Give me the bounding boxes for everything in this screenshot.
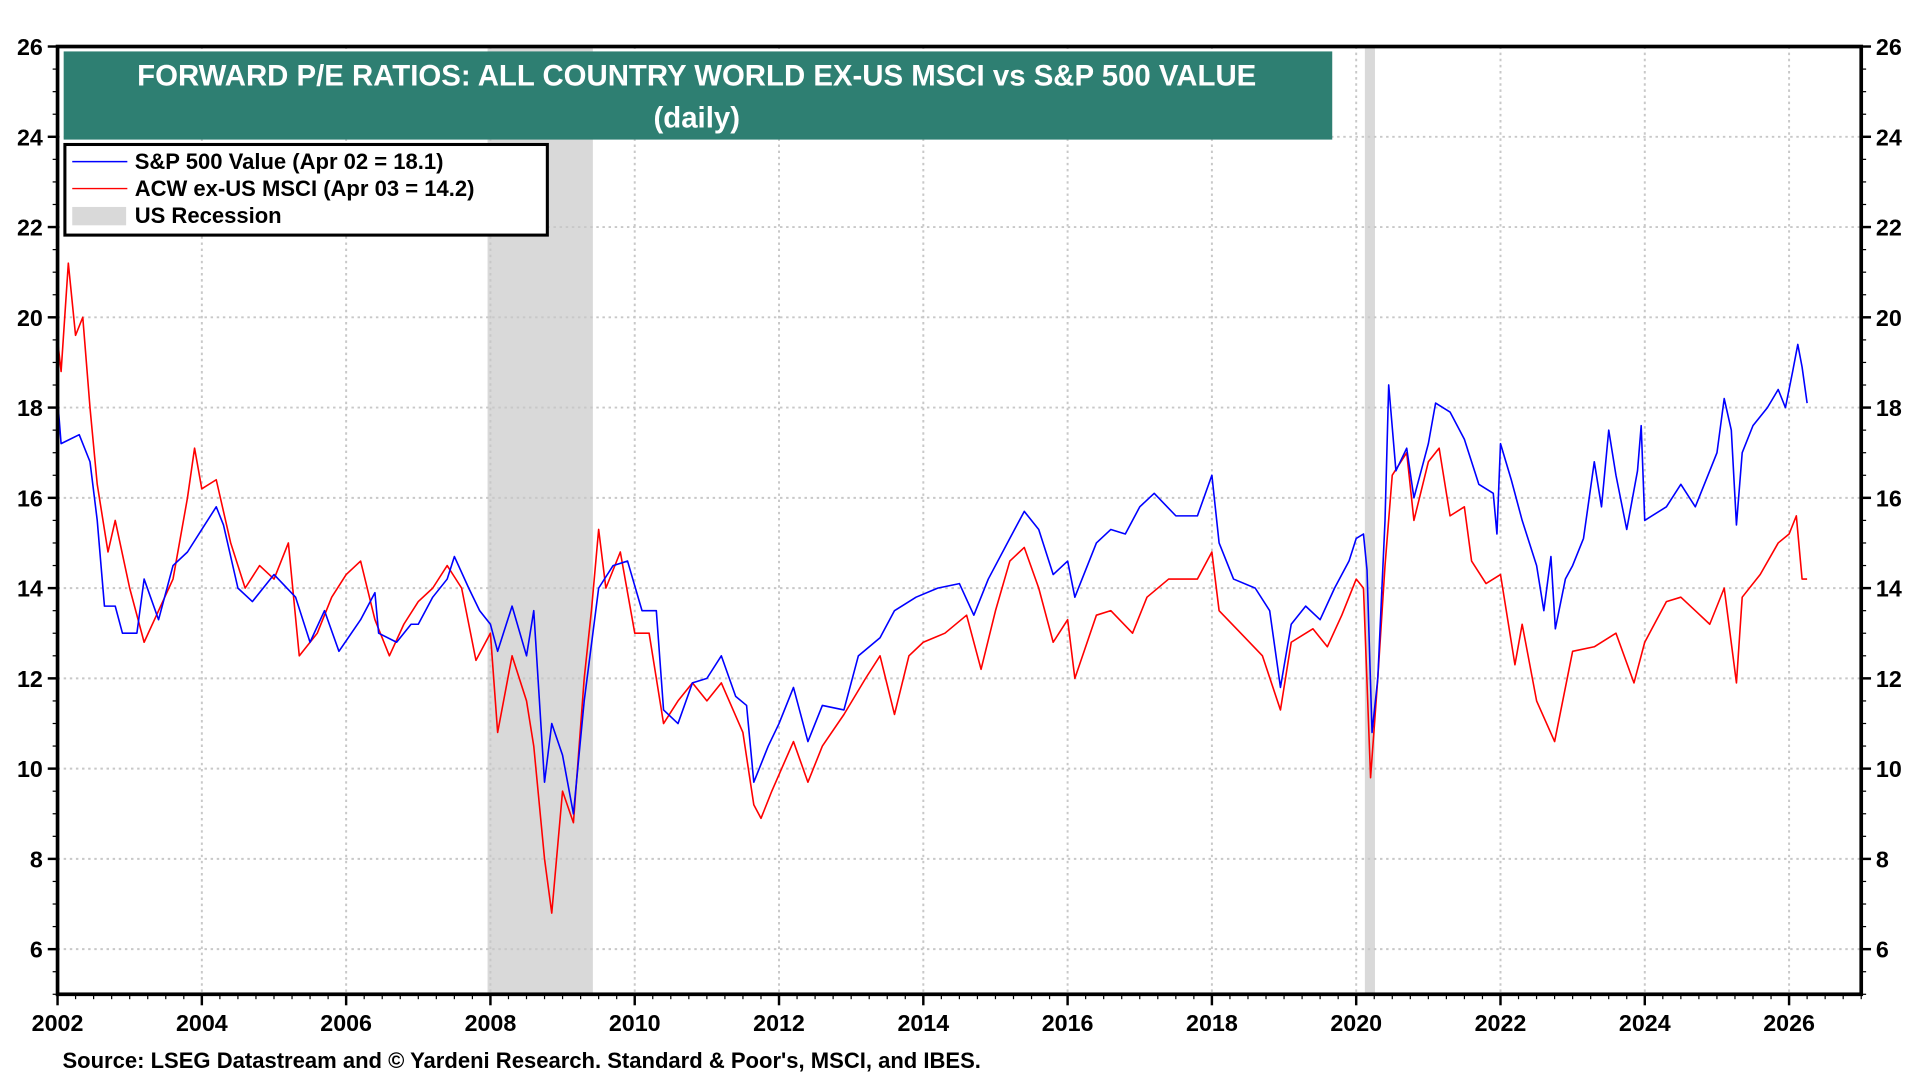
- legend-label-acw-ex-us: ACW ex-US MSCI (Apr 03 = 14.2): [135, 176, 475, 201]
- chart-subtitle: (daily): [653, 101, 740, 134]
- series-line-acw-ex-us: [56, 262, 1808, 914]
- y-tick-label-right: 12: [1876, 666, 1902, 692]
- recession-bands: [487, 46, 1375, 995]
- y-tick-label-left: 18: [17, 395, 43, 421]
- legend-label-recession: US Recession: [135, 203, 282, 228]
- y-tick-label-left: 6: [30, 937, 43, 963]
- x-tick-label: 2020: [1330, 1010, 1382, 1036]
- x-tick-label: 2014: [897, 1010, 949, 1036]
- y-tick-label-right: 6: [1876, 937, 1889, 963]
- series-line-sp500-value: [56, 343, 1808, 815]
- y-tick-label-left: 12: [17, 666, 43, 692]
- y-tick-label-left: 22: [17, 215, 43, 241]
- x-tick-label: 2024: [1619, 1010, 1671, 1036]
- x-tick-label: 2010: [609, 1010, 661, 1036]
- x-tick-label: 2008: [465, 1010, 517, 1036]
- axes: 2002 2004 2006 2008 2010 2012 2014 2016 2018 2020…: [17, 34, 1902, 1036]
- y-tick-label-left: 24: [17, 124, 43, 150]
- x-tick-label: 2006: [320, 1010, 372, 1036]
- y-tick-label-left: 26: [17, 34, 43, 60]
- x-tick-label: 2002: [32, 1010, 84, 1036]
- y-tick-label-left: 10: [17, 756, 43, 782]
- legend-label-sp500-value: S&P 500 Value (Apr 02 = 18.1): [135, 149, 444, 174]
- legend-swatch-recession: [72, 206, 127, 226]
- x-tick-label: 2018: [1186, 1010, 1238, 1036]
- y-tick-label-right: 8: [1876, 846, 1889, 872]
- x-tick-label: 2022: [1475, 1010, 1527, 1036]
- y-tick-label-right: 14: [1876, 576, 1902, 602]
- y-tick-label-right: 18: [1876, 395, 1902, 421]
- x-tick-label: 2004: [176, 1010, 228, 1036]
- x-tick-label: 2016: [1042, 1010, 1094, 1036]
- y-tick-label-left: 20: [17, 305, 43, 331]
- y-tick-label-right: 26: [1876, 34, 1902, 60]
- y-tick-label-right: 10: [1876, 756, 1902, 782]
- y-tick-label-left: 16: [17, 485, 43, 511]
- y-tick-label-left: 14: [17, 576, 43, 602]
- title-box: FORWARD P/E RATIOS: ALL COUNTRY WORLD EX…: [63, 51, 1333, 140]
- y-tick-label-right: 22: [1876, 215, 1902, 241]
- recession-band: [1364, 46, 1375, 995]
- chart-title: FORWARD P/E RATIOS: ALL COUNTRY WORLD EX…: [137, 60, 1256, 93]
- legend: S&P 500 Value (Apr 02 = 18.1) ACW ex-US …: [63, 142, 549, 237]
- x-tick-label: 2012: [753, 1010, 805, 1036]
- x-tick-label: 2026: [1763, 1010, 1815, 1036]
- y-tick-label-left: 8: [30, 846, 43, 872]
- y-tick-label-right: 24: [1876, 124, 1902, 150]
- y-tick-label-right: 20: [1876, 305, 1902, 331]
- y-tick-label-right: 16: [1876, 485, 1902, 511]
- source-note: Source: LSEG Datastream and © Yardeni Re…: [62, 1048, 981, 1073]
- series-lines: [56, 262, 1808, 914]
